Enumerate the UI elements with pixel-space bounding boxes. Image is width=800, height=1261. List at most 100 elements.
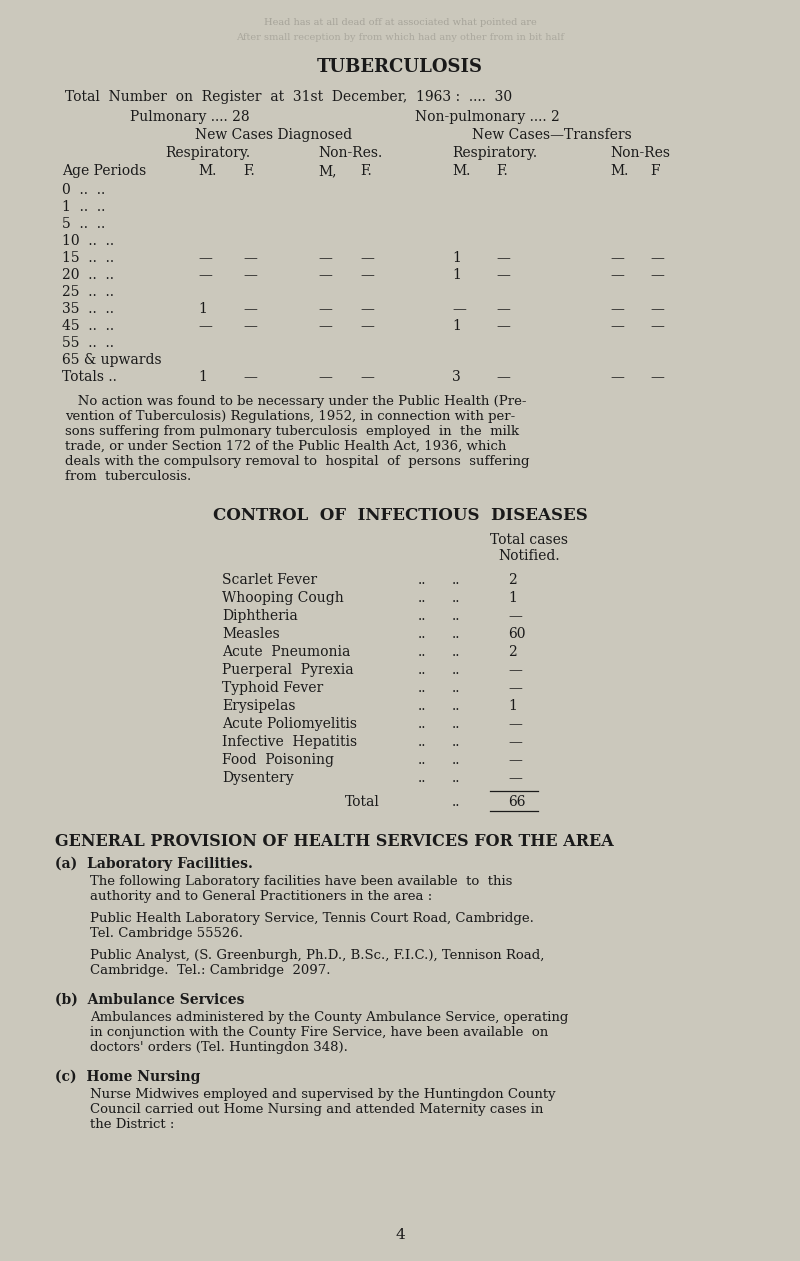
Text: The following Laboratory facilities have been available  to  this: The following Laboratory facilities have… xyxy=(90,875,512,888)
Text: —: — xyxy=(496,369,510,385)
Text: deals with the compulsory removal to  hospital  of  persons  suffering: deals with the compulsory removal to hos… xyxy=(65,455,530,468)
Text: 10  ..  ..: 10 .. .. xyxy=(62,235,114,248)
Text: —: — xyxy=(650,301,664,317)
Text: Acute Poliomyelitis: Acute Poliomyelitis xyxy=(222,718,357,731)
Text: 60: 60 xyxy=(508,627,526,641)
Text: —: — xyxy=(243,319,257,333)
Text: 2: 2 xyxy=(508,644,517,660)
Text: authority and to General Practitioners in the area :: authority and to General Practitioners i… xyxy=(90,890,432,903)
Text: M.: M. xyxy=(610,164,628,178)
Text: 25  ..  ..: 25 .. .. xyxy=(62,285,114,299)
Text: Respiratory.: Respiratory. xyxy=(452,146,537,160)
Text: ..: .. xyxy=(418,770,426,786)
Text: ..: .. xyxy=(418,663,426,677)
Text: ..: .. xyxy=(418,591,426,605)
Text: ..: .. xyxy=(418,735,426,749)
Text: Head has at all dead off at associated what pointed are: Head has at all dead off at associated w… xyxy=(264,18,536,26)
Text: —: — xyxy=(610,301,624,317)
Text: Age Periods: Age Periods xyxy=(62,164,146,178)
Text: 1: 1 xyxy=(508,699,517,712)
Text: 1: 1 xyxy=(198,369,207,385)
Text: Respiratory.: Respiratory. xyxy=(165,146,250,160)
Text: in conjunction with the County Fire Service, have been available  on: in conjunction with the County Fire Serv… xyxy=(90,1026,548,1039)
Text: —: — xyxy=(360,269,374,282)
Text: Infective  Hepatitis: Infective Hepatitis xyxy=(222,735,357,749)
Text: Total cases: Total cases xyxy=(490,533,568,547)
Text: Public Analyst, (S. Greenburgh, Ph.D., B.Sc., F.I.C.), Tennison Road,: Public Analyst, (S. Greenburgh, Ph.D., B… xyxy=(90,950,544,962)
Text: No action was found to be necessary under the Public Health (Pre-: No action was found to be necessary unde… xyxy=(65,395,526,409)
Text: ..: .. xyxy=(452,794,461,810)
Text: Nurse Midwives employed and supervised by the Huntingdon County: Nurse Midwives employed and supervised b… xyxy=(90,1088,556,1101)
Text: vention of Tuberculosis) Regulations, 1952, in connection with per-: vention of Tuberculosis) Regulations, 19… xyxy=(65,410,515,422)
Text: ..: .. xyxy=(452,572,461,588)
Text: (b)  Ambulance Services: (b) Ambulance Services xyxy=(55,992,245,1008)
Text: —: — xyxy=(650,251,664,265)
Text: ..: .. xyxy=(418,681,426,695)
Text: 1: 1 xyxy=(198,301,207,317)
Text: Public Health Laboratory Service, Tennis Court Road, Cambridge.: Public Health Laboratory Service, Tennis… xyxy=(90,912,534,926)
Text: 15  ..  ..: 15 .. .. xyxy=(62,251,114,265)
Text: ..: .. xyxy=(452,699,461,712)
Text: —: — xyxy=(610,251,624,265)
Text: ..: .. xyxy=(452,770,461,786)
Text: —: — xyxy=(360,251,374,265)
Text: Notified.: Notified. xyxy=(498,549,560,562)
Text: Acute  Pneumonia: Acute Pneumonia xyxy=(222,644,350,660)
Text: —: — xyxy=(610,319,624,333)
Text: Non-Res.: Non-Res. xyxy=(318,146,382,160)
Text: Erysipelas: Erysipelas xyxy=(222,699,295,712)
Text: —: — xyxy=(508,681,522,695)
Text: Measles: Measles xyxy=(222,627,280,641)
Text: 2: 2 xyxy=(508,572,517,588)
Text: ..: .. xyxy=(418,753,426,767)
Text: —: — xyxy=(318,301,332,317)
Text: —: — xyxy=(650,269,664,282)
Text: 1  ..  ..: 1 .. .. xyxy=(62,200,106,214)
Text: F.: F. xyxy=(360,164,372,178)
Text: 65 & upwards: 65 & upwards xyxy=(62,353,162,367)
Text: 20  ..  ..: 20 .. .. xyxy=(62,269,114,282)
Text: 35  ..  ..: 35 .. .. xyxy=(62,301,114,317)
Text: 3: 3 xyxy=(452,369,461,385)
Text: ..: .. xyxy=(452,681,461,695)
Text: the District :: the District : xyxy=(90,1119,174,1131)
Text: ..: .. xyxy=(418,718,426,731)
Text: —: — xyxy=(508,609,522,623)
Text: ..: .. xyxy=(452,718,461,731)
Text: —: — xyxy=(508,735,522,749)
Text: Pulmonary .... 28: Pulmonary .... 28 xyxy=(130,110,250,124)
Text: 1: 1 xyxy=(508,591,517,605)
Text: Totals ..: Totals .. xyxy=(62,369,117,385)
Text: CONTROL  OF  INFECTIOUS  DISEASES: CONTROL OF INFECTIOUS DISEASES xyxy=(213,507,587,525)
Text: ..: .. xyxy=(452,644,461,660)
Text: ..: .. xyxy=(452,753,461,767)
Text: 1: 1 xyxy=(452,269,461,282)
Text: ..: .. xyxy=(418,644,426,660)
Text: 1: 1 xyxy=(452,319,461,333)
Text: Total: Total xyxy=(345,794,380,810)
Text: —: — xyxy=(508,663,522,677)
Text: Non-Res: Non-Res xyxy=(610,146,670,160)
Text: Typhoid Fever: Typhoid Fever xyxy=(222,681,323,695)
Text: from  tuberculosis.: from tuberculosis. xyxy=(65,470,191,483)
Text: Scarlet Fever: Scarlet Fever xyxy=(222,572,317,588)
Text: New Cases—Transfers: New Cases—Transfers xyxy=(472,129,632,142)
Text: ..: .. xyxy=(418,627,426,641)
Text: ..: .. xyxy=(452,735,461,749)
Text: —: — xyxy=(243,301,257,317)
Text: —: — xyxy=(610,369,624,385)
Text: —: — xyxy=(496,319,510,333)
Text: —: — xyxy=(650,369,664,385)
Text: Dysentery: Dysentery xyxy=(222,770,294,786)
Text: F.: F. xyxy=(243,164,254,178)
Text: —: — xyxy=(452,301,466,317)
Text: sons suffering from pulmonary tuberculosis  employed  in  the  milk: sons suffering from pulmonary tuberculos… xyxy=(65,425,519,438)
Text: TUBERCULOSIS: TUBERCULOSIS xyxy=(317,58,483,76)
Text: 5  ..  ..: 5 .. .. xyxy=(62,217,106,231)
Text: (a)  Laboratory Facilities.: (a) Laboratory Facilities. xyxy=(55,857,253,871)
Text: —: — xyxy=(243,369,257,385)
Text: 4: 4 xyxy=(395,1228,405,1242)
Text: —: — xyxy=(508,753,522,767)
Text: —: — xyxy=(496,301,510,317)
Text: ..: .. xyxy=(452,591,461,605)
